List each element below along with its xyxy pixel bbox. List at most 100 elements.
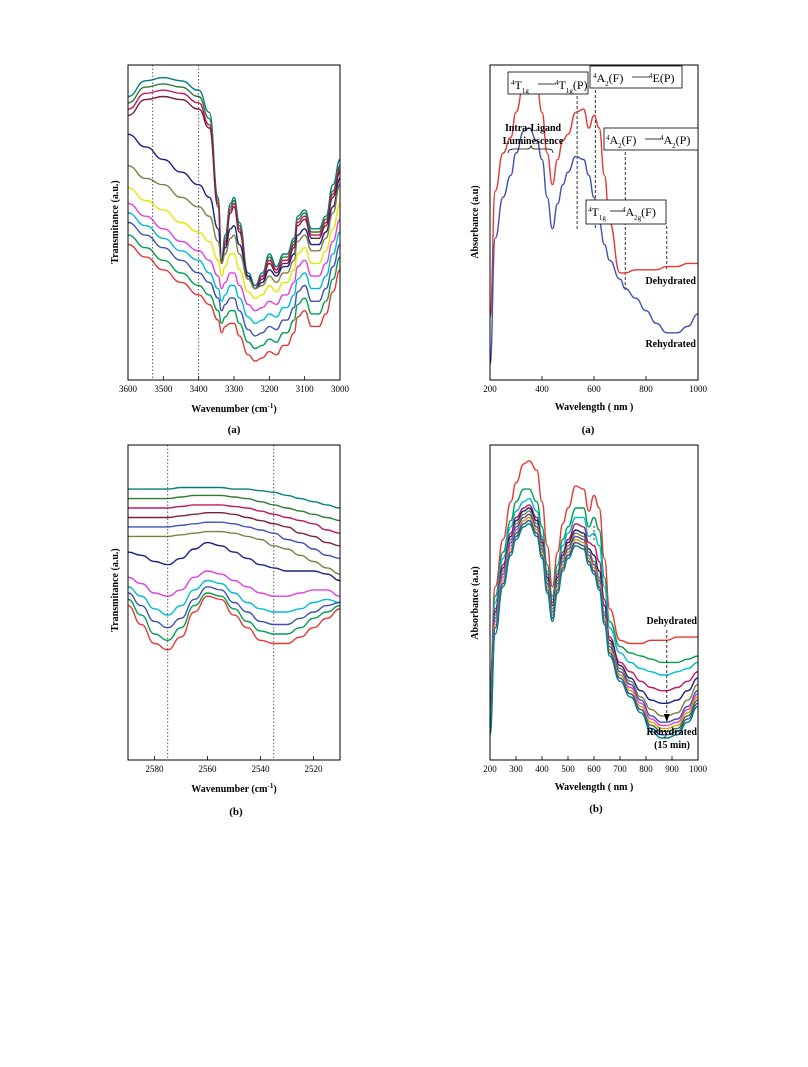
uvvis-time-x-tick-label: 300 (509, 764, 523, 774)
ftir-sh-series-line-3 (128, 504, 341, 534)
ftir-sh-panel: 2580 2560 2540 2520 Wavenumber (cm-1) Trans… (110, 444, 341, 818)
svg-text:4A2(F): 4A2(F) (606, 133, 636, 150)
uvvis-time-series-line-6 (489, 510, 699, 717)
ftir-sh-plot-frame (127, 444, 341, 761)
ftir-sh-y-axis-label: Transmitance (a.u.) (110, 548, 121, 631)
ftir-oh-panel-label: (a) (228, 424, 241, 436)
uvvis-time-x-tick-label: 200 (483, 764, 497, 774)
uvvis-single-series-line-1 (489, 76, 698, 318)
ftir-sh-series-line-4 (128, 512, 341, 547)
ftir-oh-x-axis-label: Wavenumber (cm-1) (191, 402, 276, 415)
transition-box-2: 4A2(F) 4E(P) (589, 65, 683, 89)
ftir-sh-x-ticks: 2580 2560 2540 2520 (146, 756, 324, 774)
uvvis-single-dehydrated-label: Dehydrated (645, 276, 696, 287)
uvvis-time-x-tick-label: 700 (613, 764, 627, 774)
intra-ligand-brace (507, 144, 554, 154)
svg-text:4A2g(F): 4A2g(F) (622, 205, 656, 222)
uvvis-single-x-ticks: 200 400 600 800 1000 (483, 376, 708, 394)
uvvis-time-x-tick-label: 1000 (689, 764, 708, 774)
uvvis-time-x-tick-label: 900 (665, 764, 679, 774)
uvvis-single-rehydrated-label: Rehydrated (645, 339, 696, 350)
uvvis-time-series-group (489, 460, 699, 739)
ftir-sh-series-line-6 (127, 530, 341, 575)
uvvis-single-reference-lines (576, 90, 668, 292)
ftir-oh-x-tick-label: 3200 (260, 384, 279, 394)
uvvis-time-x-tick-label: 500 (561, 764, 575, 774)
ftir-oh-series-line-10 (127, 221, 341, 337)
uvvis-time-series-line-4 (489, 504, 699, 704)
uvvis-single-x-axis-label: Wavelength ( nm ) (555, 402, 634, 413)
intra-ligand-label-line2: Luminescence (503, 136, 564, 147)
uvvis-single-x-tick-label: 800 (639, 384, 653, 394)
ftir-sh-panel-label: (b) (229, 806, 243, 818)
uvvis-single-panel-label: (a) (582, 424, 595, 436)
svg-text:4T1g: 4T1g (511, 78, 529, 95)
intra-ligand-label-line1: Intra-Ligand (505, 123, 562, 134)
ftir-oh-x-tick-label: 3500 (154, 384, 173, 394)
ftir-sh-x-tick-label: 2540 (252, 764, 271, 774)
uvvis-time-x-tick-label: 800 (639, 764, 653, 774)
ftir-sh-series-line-8 (127, 570, 341, 597)
uvvis-time-duration-label: (15 min) (654, 740, 690, 751)
uvvis-single-y-axis-label: Absorbance (a.u) (470, 185, 481, 258)
ftir-sh-x-tick-label: 2560 (199, 764, 218, 774)
uvvis-single-series-line-2 (489, 127, 699, 365)
uvvis-time-series-line-12 (489, 523, 699, 739)
uvvis-single-x-tick-label: 600 (587, 384, 601, 394)
uvvis-single-panel: 200 400 600 800 1000 Wavelength ( nm ) Absor… (470, 64, 708, 436)
uvvis-time-y-axis-label: Absorbance (a.u) (470, 566, 481, 639)
svg-text:4T1g: 4T1g (588, 205, 606, 222)
ftir-oh-reference-lines (152, 65, 200, 380)
uvvis-single-x-tick-label: 400 (535, 384, 549, 394)
ftir-sh-series-line-7 (127, 541, 341, 582)
ftir-sh-series-line-11 (127, 592, 341, 642)
ftir-oh-series-line-8 (127, 202, 341, 312)
uvvis-time-x-axis-label: Wavelength ( nm ) (555, 782, 634, 793)
ftir-oh-panel: 3600 3500 3400 3300 3200 3100 3000 Wavenumber … (110, 64, 350, 436)
svg-text:4A2(P): 4A2(P) (660, 133, 690, 150)
ftir-sh-x-tick-label: 2520 (305, 764, 324, 774)
svg-text:4A2(F): 4A2(F) (593, 71, 623, 88)
ftir-sh-series-line-2 (128, 494, 341, 522)
uvvis-time-arrow (593, 526, 670, 722)
ftir-oh-series-line-7 (127, 187, 341, 299)
ftir-oh-series-line-6 (127, 165, 341, 290)
svg-text:4T1g(P): 4T1g(P) (555, 78, 588, 95)
ftir-oh-series-line-11 (127, 234, 341, 350)
uvvis-time-x-ticks: 200 300 400 500 600 700 800 900 1000 (483, 756, 708, 774)
ftir-sh-x-tick-label: 2580 (146, 764, 165, 774)
uvvis-time-series-line-5 (489, 507, 699, 711)
ftir-oh-series-line-12 (127, 243, 341, 362)
uvvis-time-series-line-9 (489, 516, 699, 730)
uvvis-time-rehydrated-label: Rehydrated (646, 727, 697, 738)
transition-box-4: 4T1g 4A2g(F) (585, 199, 667, 225)
transition-box-1: 4T1g 4T1g(P) (507, 71, 589, 95)
ftir-oh-x-tick-label: 3000 (331, 384, 350, 394)
uvvis-time-dehydrated-label: Dehydrated (646, 616, 697, 627)
ftir-sh-series-line-12 (127, 595, 341, 651)
ftir-oh-series-group (127, 76, 341, 362)
uvvis-time-series-line-2 (489, 488, 699, 692)
uvvis-time-arrow-head (663, 714, 670, 722)
uvvis-time-series-line-7 (489, 513, 699, 723)
uvvis-single-x-tick-label: 200 (483, 384, 497, 394)
uvvis-time-panel: 200 300 400 500 600 700 800 900 1000 Wavelength … (470, 444, 708, 815)
ftir-sh-series-line-10 (127, 586, 341, 629)
uvvis-time-series-line-1 (489, 460, 698, 682)
ftir-oh-series-line-9 (127, 212, 341, 325)
ftir-sh-series-line-5 (128, 521, 341, 560)
uvvis-time-panel-label: (b) (589, 803, 603, 815)
ftir-sh-series-line-9 (127, 579, 341, 616)
ftir-sh-series-group (127, 486, 341, 651)
uvvis-time-x-tick-label: 600 (587, 764, 601, 774)
ftir-sh-reference-lines (167, 445, 275, 760)
uvvis-time-x-tick-label: 400 (535, 764, 549, 774)
uvvis-time-series-line-11 (489, 519, 699, 736)
uvvis-single-x-tick-label: 1000 (689, 384, 708, 394)
ftir-oh-x-tick-label: 3300 (225, 384, 244, 394)
ftir-oh-x-ticks: 3600 3500 3400 3300 3200 3100 3000 (119, 376, 350, 394)
transition-box-3: 4A2(F) 4A2(P) (603, 127, 699, 151)
ftir-oh-y-axis-label: Transmitance (a.u.) (110, 180, 121, 263)
ftir-sh-x-axis-label: Wavenumber (cm-1) (191, 782, 276, 795)
